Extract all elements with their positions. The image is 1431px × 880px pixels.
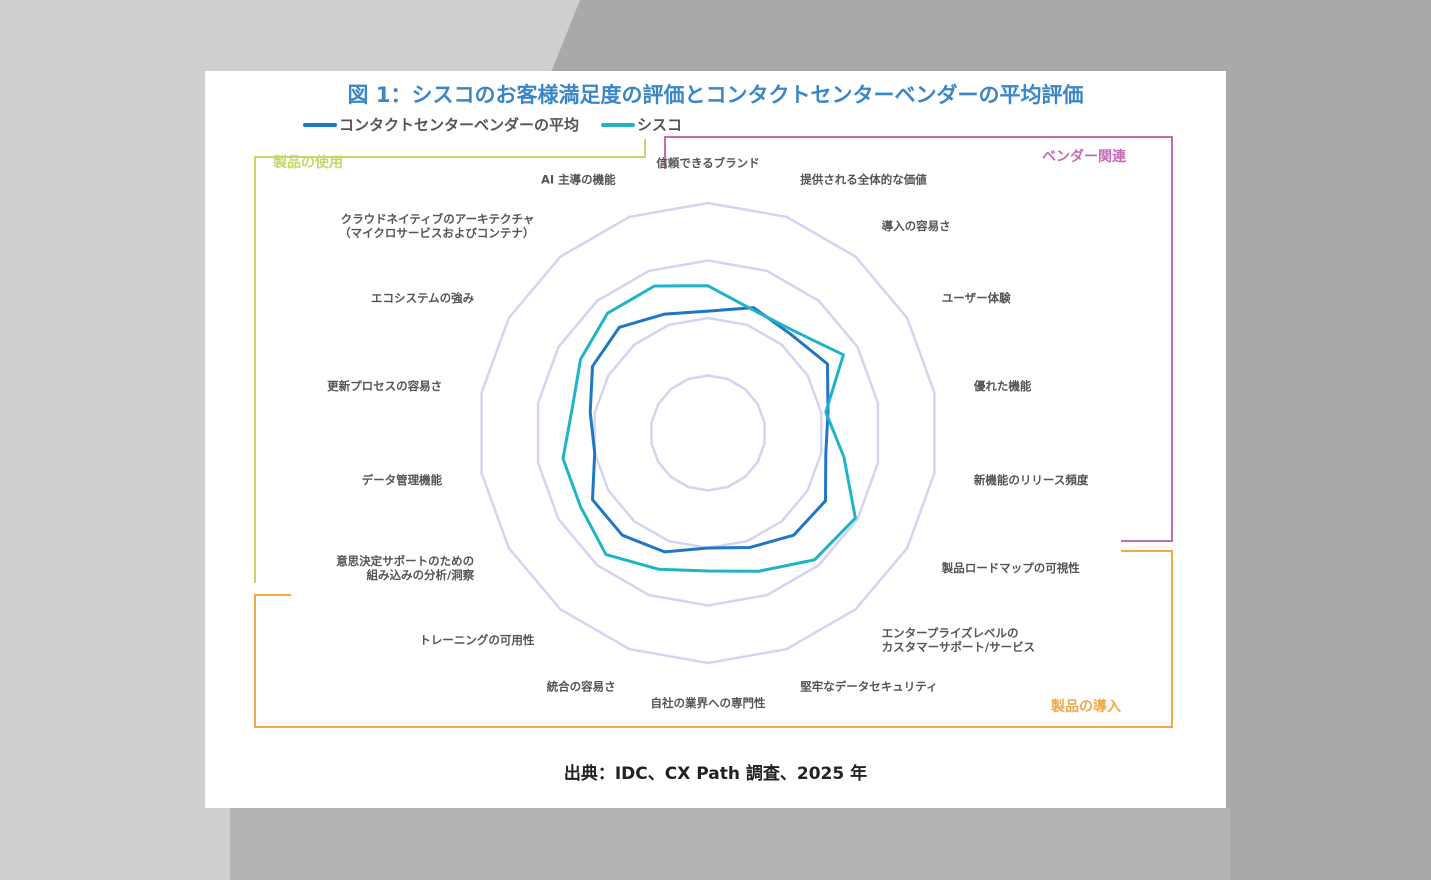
axis-label-4: ユーザー体験	[942, 291, 1011, 305]
radar-series	[561, 284, 857, 573]
group-label-product-use: 製品の使用	[272, 154, 343, 171]
axis-label-8: エンタープライズレベルのカスタマーサポート/サービス	[882, 626, 1035, 654]
legend-label-cisco: シスコ	[637, 116, 683, 134]
chart-source: 出典：IDC、CX Path 調査、2025 年	[563, 764, 868, 784]
legend-label-average: コンタクトセンターベンダーの平均	[339, 116, 580, 134]
axis-label-13: 意思決定サポートのための組み込みの分析/洞察	[336, 554, 474, 582]
chart-card: 図 1：シスコのお客様満足度の評価とコンタクトセンターベンダーの平均評価 コンタ…	[205, 71, 1226, 808]
axis-label-16: エコシステムの強み	[371, 291, 475, 305]
group-label-adoption: 製品の導入	[1050, 698, 1121, 715]
axis-label-2: 提供される全体的な価値	[800, 172, 927, 186]
series-line-average	[588, 306, 830, 554]
axis-label-15: 更新プロセスの容易さ	[327, 379, 442, 393]
legend-swatch-cisco	[601, 122, 636, 127]
axis-label-9: 堅牢なデータセキュリティ	[800, 680, 937, 694]
series-line-cisco	[561, 284, 857, 573]
group-frame-vendor	[664, 136, 1173, 542]
axis-label-14: データ管理機能	[362, 473, 443, 487]
chart-title: 図 1：シスコのお客様満足度の評価とコンタクトセンターベンダーの平均評価	[347, 83, 1084, 107]
grid-ring-2	[593, 316, 823, 550]
legend-item-average: コンタクトセンターベンダーの平均	[303, 114, 579, 135]
radar-grid	[480, 201, 936, 665]
axis-label-6: 新機能のリリース頻度	[974, 473, 1089, 487]
axis-label-11: 統合の容易さ	[547, 680, 616, 694]
axis-labels: 信頼できるブランド提供される全体的な価値導入の容易さユーザー体験優れた機能新機能…	[327, 156, 1089, 710]
axis-label-18: AI 主導の機能	[541, 172, 616, 186]
axis-label-3: 導入の容易さ	[882, 219, 951, 233]
axis-label-17: クラウドネイティブのアーキテクチャ（マイクロサービスおよびコンテナ）	[339, 212, 534, 240]
group-label-vendor: ベンダー関連	[1042, 148, 1127, 165]
group-frame-adoption	[254, 550, 1173, 728]
axis-label-12: トレーニングの可用性	[419, 633, 534, 647]
background-lower-panel	[230, 808, 1230, 880]
legend: コンタクトセンターベンダーの平均 シスコ	[303, 114, 704, 135]
group-frame-product-use	[254, 139, 646, 583]
axis-label-7: 製品ロードマップの可視性	[941, 561, 1080, 575]
grid-ring-1	[650, 374, 766, 492]
axis-label-10: 自社の業界への専門性	[651, 696, 766, 710]
legend-swatch-average	[303, 122, 337, 127]
axis-label-1: 信頼できるブランド	[656, 156, 759, 170]
group-boxes	[254, 136, 1173, 728]
axis-label-5: 優れた機能	[973, 379, 1032, 393]
grid-ring-4	[480, 201, 936, 665]
legend-item-cisco: シスコ	[601, 114, 682, 135]
radar-chart: 信頼できるブランド提供される全体的な価値導入の容易さユーザー体験優れた機能新機能…	[254, 136, 1173, 728]
grid-ring-3	[536, 259, 880, 607]
